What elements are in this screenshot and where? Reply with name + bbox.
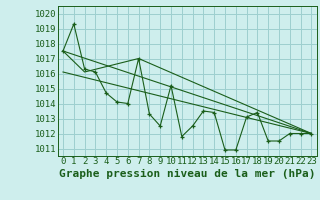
X-axis label: Graphe pression niveau de la mer (hPa): Graphe pression niveau de la mer (hPa): [59, 169, 316, 179]
